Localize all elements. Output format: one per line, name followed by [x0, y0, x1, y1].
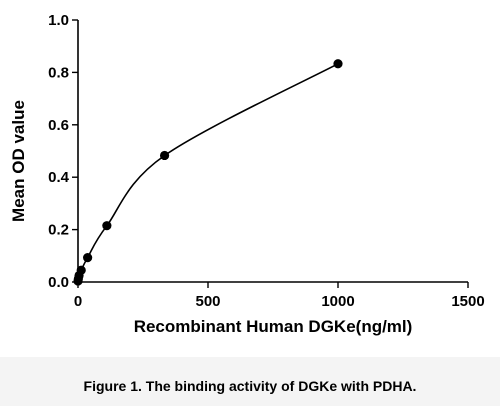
data-point [159, 150, 170, 161]
y-tick-label: 0.0 [48, 274, 69, 291]
y-axis-title: Mean OD value [9, 100, 28, 222]
data-points [73, 59, 343, 286]
x-tick-label: 1000 [321, 293, 354, 310]
data-point [83, 253, 93, 263]
x-tick-label: 0 [74, 293, 82, 310]
data-point [333, 59, 343, 69]
x-ticks: 0 500 1000 1500 [74, 282, 485, 310]
y-tick-label: 1.0 [48, 12, 69, 29]
y-tick-label: 0.4 [48, 169, 70, 186]
x-tick-label: 1500 [451, 293, 484, 310]
x-axis-title: Recombinant Human DGKe(ng/ml) [134, 317, 413, 336]
x-tick-label: 500 [195, 293, 220, 310]
caption-band [0, 357, 500, 406]
y-tick-label: 0.6 [48, 117, 69, 134]
y-tick-label: 0.8 [48, 64, 69, 81]
x-axis: 0 500 1000 1500 Recombinant Human DGKe(ng/m… [74, 281, 485, 336]
y-axis: 0.0 0.2 0.4 0.6 0.8 1.0 Mean OD value [9, 12, 79, 291]
data-point [76, 265, 86, 275]
y-tick-label: 0.2 [48, 222, 69, 239]
figure-caption: Figure 1. The binding activity of DGKe w… [83, 378, 417, 394]
y-ticks: 0.0 0.2 0.4 0.6 0.8 1.0 [48, 12, 78, 291]
fit-curve [77, 63, 339, 282]
data-point [102, 221, 112, 231]
